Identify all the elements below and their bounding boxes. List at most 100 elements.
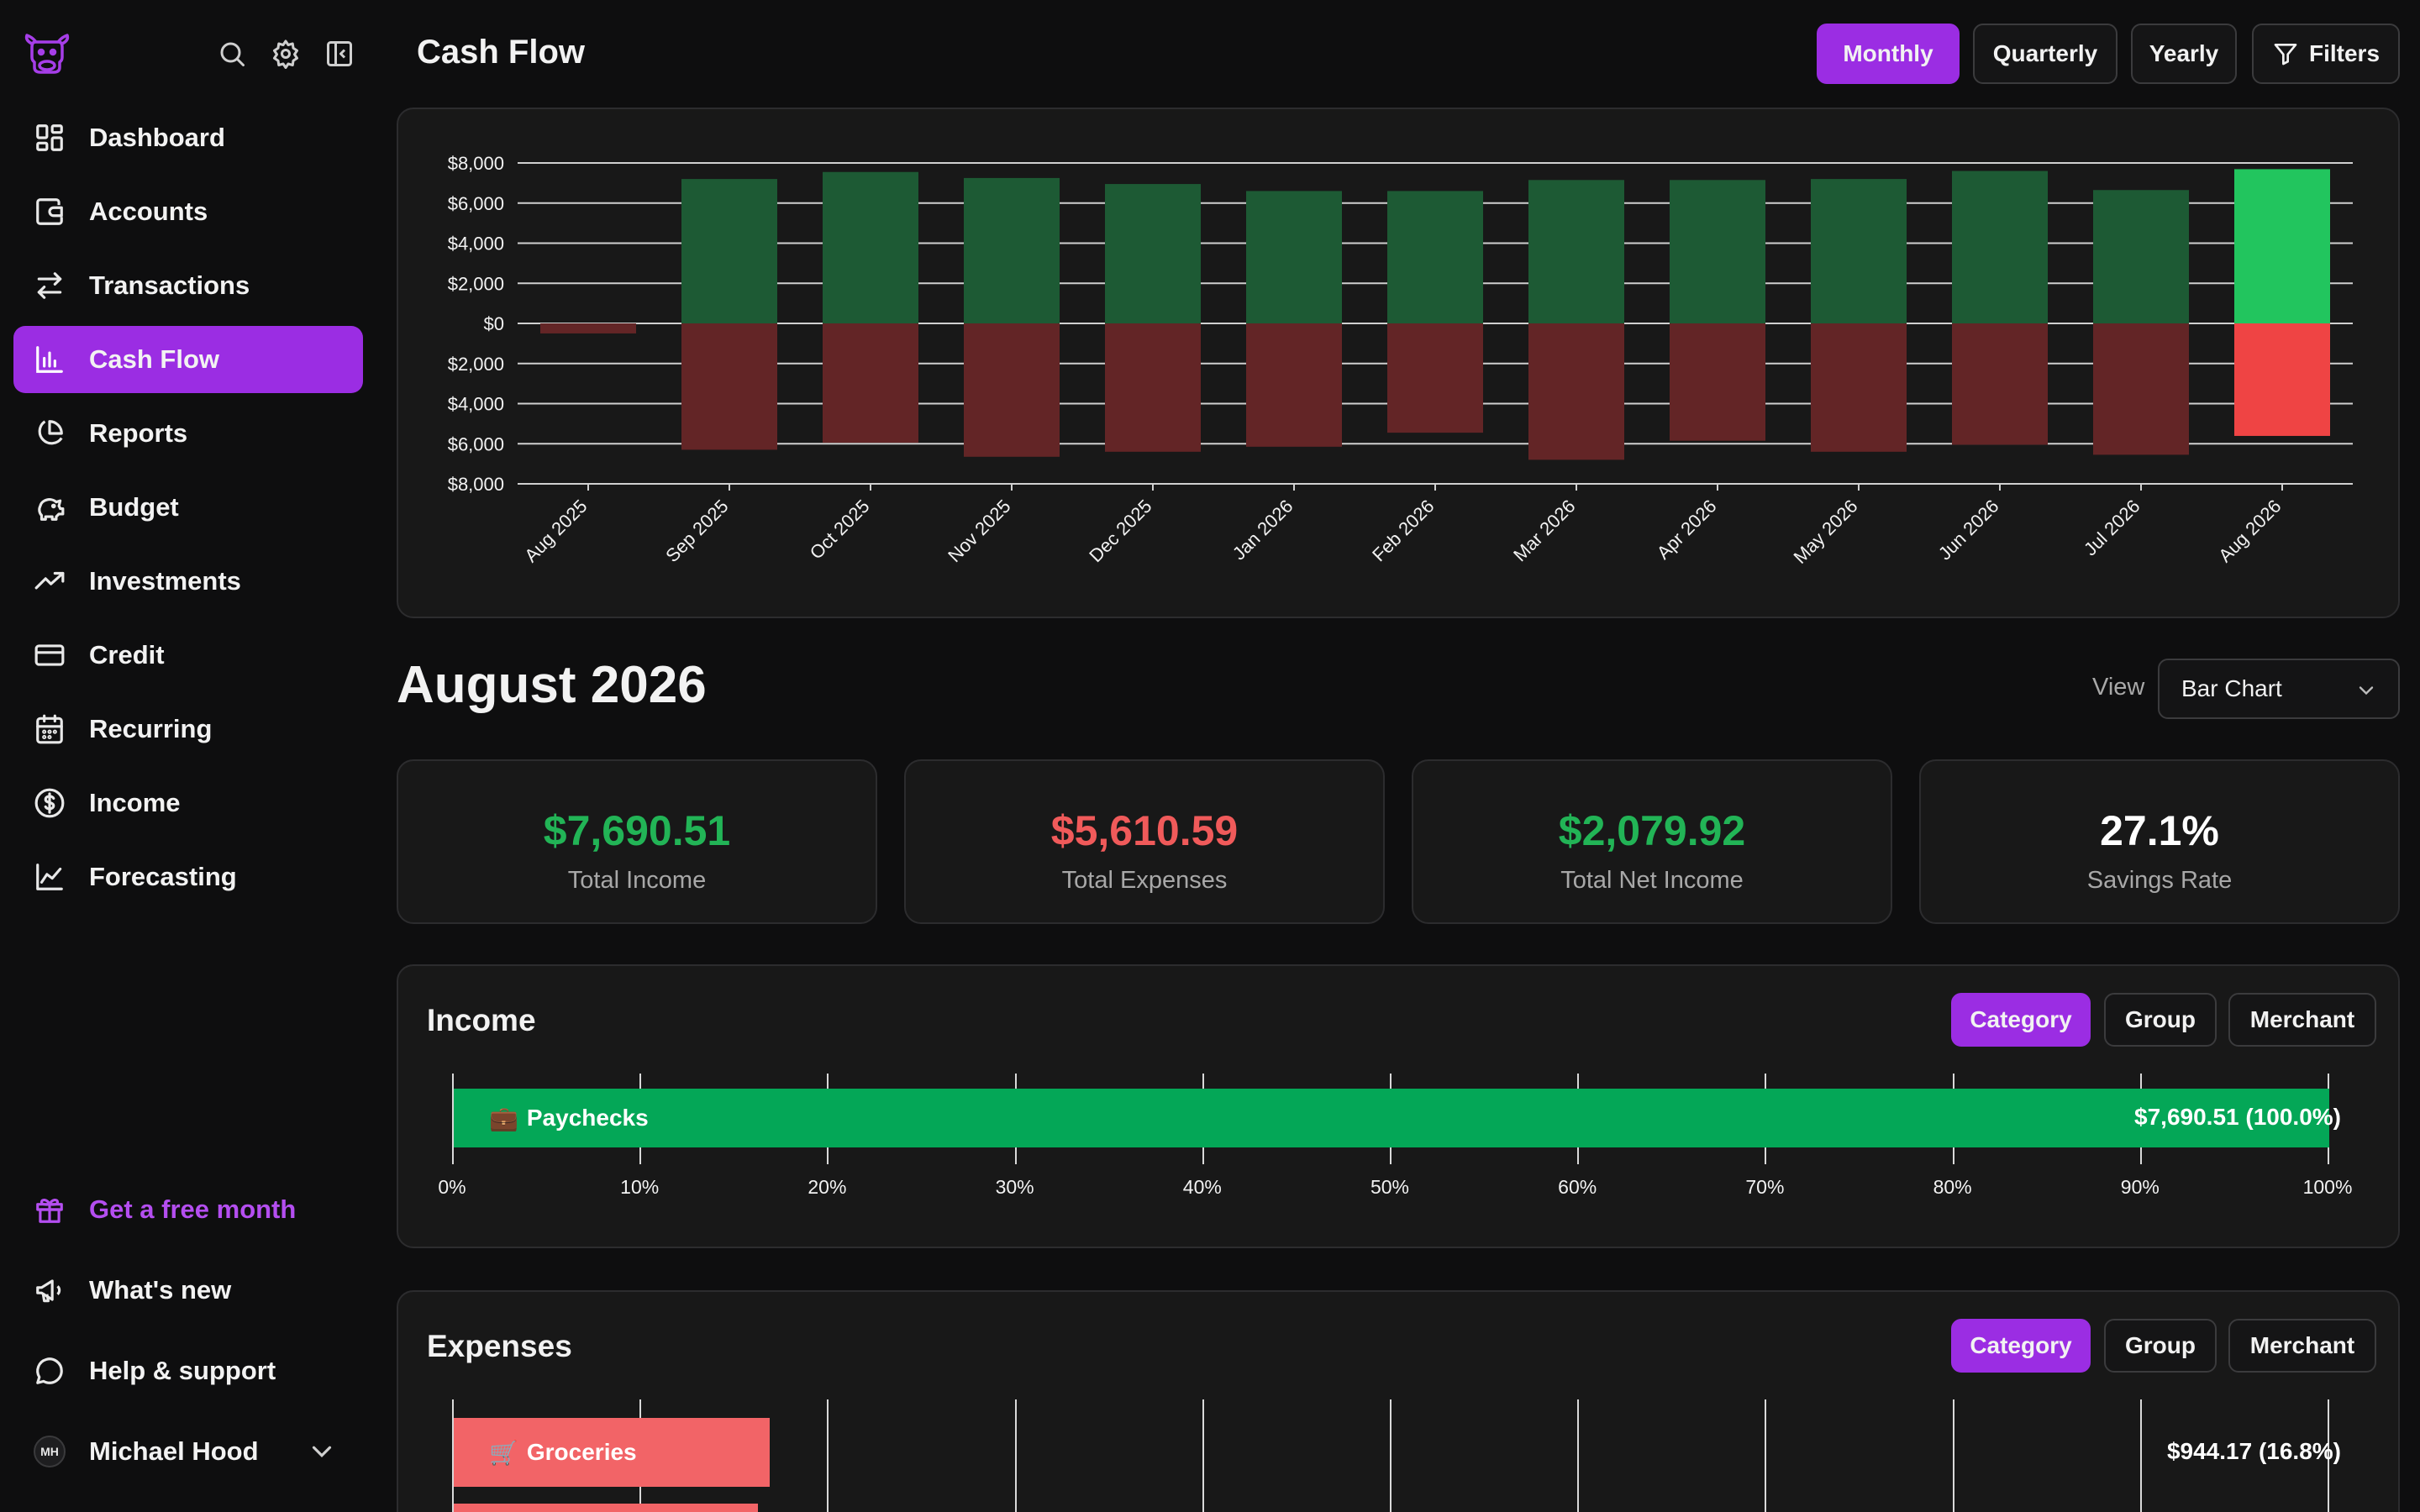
filter-icon xyxy=(2274,44,2297,66)
get-free-month-link[interactable]: Get a free month xyxy=(13,1169,363,1250)
income-bar xyxy=(2234,169,2330,323)
expenses-bar-chart: 🛒 Groceries $944.17 (16.8%) xyxy=(452,1399,2341,1512)
help-support-link[interactable]: Help & support xyxy=(13,1331,363,1411)
income-tab-group[interactable]: Group xyxy=(2104,993,2217,1047)
x-tick-label: May 2026 xyxy=(1790,496,1862,568)
x-tick-label: 0% xyxy=(438,1176,466,1198)
arrows-icon xyxy=(37,272,62,299)
expenses-title: Expenses xyxy=(427,1329,572,1363)
avatar: MH xyxy=(34,1436,66,1467)
income-bar xyxy=(1952,171,2048,323)
expenses-breakdown-card: Expenses Category Group Merchant 🛒 Grocer… xyxy=(397,1290,2400,1512)
category-value: $7,690.51 (100.0%) xyxy=(2134,1104,2341,1130)
dashboard-icon xyxy=(36,124,63,151)
y-tick-label: $6,000 xyxy=(448,193,504,214)
sidebar-item-investments[interactable]: Investments xyxy=(13,548,363,615)
trend-up-icon xyxy=(34,571,65,590)
promo-label: Get a free month xyxy=(89,1194,297,1224)
expense-bar xyxy=(1811,323,1907,452)
y-tick-label: $4,000 xyxy=(448,234,504,255)
income-bar xyxy=(1670,180,1765,323)
expense-bar xyxy=(2234,323,2330,436)
sidebar-item-label: Forecasting xyxy=(89,862,237,891)
expense-bar xyxy=(1246,323,1342,447)
y-tick-label: $8,000 xyxy=(448,474,504,495)
whats-new-link[interactable]: What's new xyxy=(13,1250,363,1331)
stat-value: $7,690.51 xyxy=(543,807,731,854)
sidebar-item-recurring[interactable]: Recurring xyxy=(13,696,363,763)
gridline xyxy=(1952,1399,1954,1512)
x-tick-label: 30% xyxy=(995,1176,1034,1198)
sidebar-item-forecasting[interactable]: Forecasting xyxy=(13,843,363,911)
gear-icon[interactable] xyxy=(271,39,301,69)
sidebar-item-label: Investments xyxy=(89,566,241,596)
filters-label: Filters xyxy=(2308,40,2381,66)
sidebar-item-label: Cash Flow xyxy=(89,344,220,374)
sidebar-item-income[interactable]: Income xyxy=(13,769,363,837)
x-tick-label: 20% xyxy=(808,1176,847,1198)
sidebar-item-transactions[interactable]: Transactions xyxy=(13,252,363,319)
view-select[interactable]: Bar Chart xyxy=(2158,659,2400,719)
y-tick-label: $6,000 xyxy=(448,433,504,454)
expense-bar xyxy=(1528,323,1624,460)
line-chart-icon xyxy=(36,864,63,890)
expenses-tab-merchant[interactable]: Merchant xyxy=(2228,1319,2376,1373)
dollar-circle-icon xyxy=(34,788,65,818)
sidebar-item-label: Income xyxy=(89,788,181,817)
category-bar[interactable] xyxy=(454,1504,758,1512)
income-title: Income xyxy=(427,1003,536,1037)
x-tick-label: 10% xyxy=(620,1176,660,1198)
x-tick-label: 100% xyxy=(2302,1176,2353,1198)
x-tick-label: Sep 2025 xyxy=(661,496,732,566)
sidebar-item-label: Budget xyxy=(89,492,179,522)
sidebar-item-label: Reports xyxy=(89,418,188,448)
income-tab-category[interactable]: Category xyxy=(1951,993,2091,1047)
cash-flow-chart: $8,000 $6,000 $4,000 $2,000 $0 $2,000 $4,000 $6… xyxy=(448,153,2353,568)
expense-bar xyxy=(540,323,636,333)
x-tick-label: Dec 2025 xyxy=(1085,496,1155,566)
gift-icon xyxy=(36,1199,63,1223)
help-label: Help & support xyxy=(89,1356,276,1385)
gridline xyxy=(1202,1399,1204,1512)
sidebar-item-budget[interactable]: Budget xyxy=(13,474,363,541)
credit-card-icon xyxy=(34,644,65,666)
x-tick-label: 60% xyxy=(1558,1176,1597,1198)
stat-card-savings-rate: 27.1% Savings Rate xyxy=(1919,759,2400,924)
expenses-tab-category[interactable]: Category xyxy=(1951,1319,2091,1373)
sidebar-item-label: Credit xyxy=(89,640,165,669)
sidebar-item-reports[interactable]: Reports xyxy=(13,400,363,467)
period-monthly-button[interactable]: Monthly xyxy=(1817,24,1960,84)
stat-label: Total Expenses xyxy=(1061,867,1228,894)
x-tick-label: 90% xyxy=(2120,1176,2160,1198)
expense-bar xyxy=(1952,323,2048,445)
search-icon[interactable] xyxy=(217,39,247,69)
sidebar-item-label: Dashboard xyxy=(89,123,225,152)
sidebar-item-credit[interactable]: Credit xyxy=(13,622,363,689)
x-tick-label: Aug 2026 xyxy=(2214,496,2285,566)
income-bar xyxy=(1387,191,1483,323)
period-quarterly-button[interactable]: Quarterly xyxy=(1973,24,2118,84)
y-tick-label: $2,000 xyxy=(448,273,504,294)
income-bar xyxy=(1528,180,1624,323)
sidebar-item-cash-flow[interactable]: Cash Flow xyxy=(13,326,363,393)
sidebar-item-label: Accounts xyxy=(89,197,208,226)
y-tick-label: $2,000 xyxy=(448,354,504,375)
filters-button[interactable]: Filters xyxy=(2252,24,2400,84)
user-menu[interactable]: MH Michael Hood xyxy=(13,1411,363,1492)
x-tick-label: Jun 2026 xyxy=(1934,496,2003,564)
x-tick-label: Nov 2025 xyxy=(944,496,1014,566)
expense-bar xyxy=(964,323,1060,457)
expenses-tab-group[interactable]: Group xyxy=(2104,1319,2217,1373)
sidebar-item-accounts[interactable]: Accounts xyxy=(13,178,363,245)
category-bar[interactable]: 🛒 Groceries xyxy=(454,1418,770,1487)
cow-logo-icon[interactable] xyxy=(24,32,71,76)
category-value: $944.17 (16.8%) xyxy=(2166,1438,2341,1464)
collapse-sidebar-icon[interactable] xyxy=(324,39,355,69)
category-bar[interactable]: 💼 Paychecks xyxy=(454,1089,2329,1147)
sidebar-item-dashboard[interactable]: Dashboard xyxy=(13,104,363,171)
period-yearly-button[interactable]: Yearly xyxy=(2131,24,2237,84)
income-tab-merchant[interactable]: Merchant xyxy=(2228,993,2376,1047)
chevron-down-icon xyxy=(312,1446,332,1457)
expense-bar xyxy=(681,323,777,450)
expense-bar xyxy=(1670,323,1765,441)
